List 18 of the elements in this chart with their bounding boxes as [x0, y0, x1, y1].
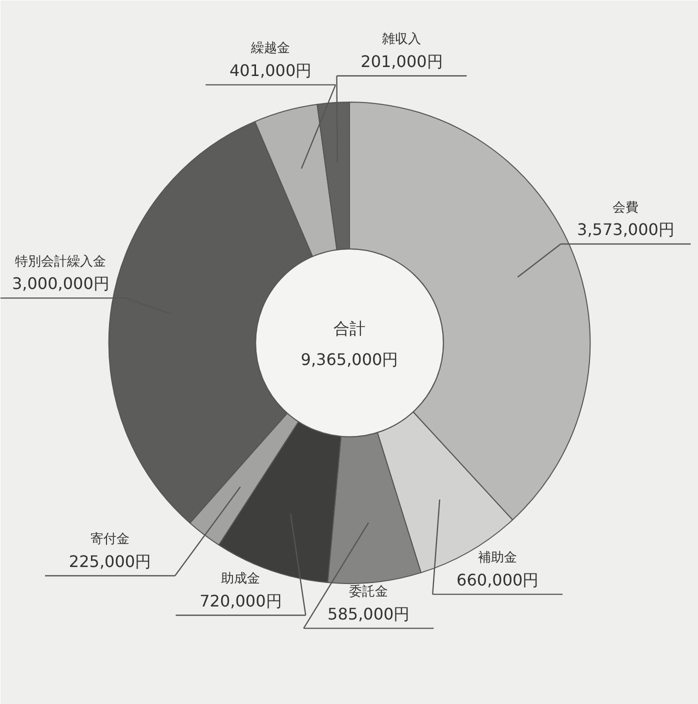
slice-label: 委託金	[349, 584, 388, 600]
data-label: 585,000円	[328, 604, 410, 624]
data-label: 660,000円	[456, 570, 539, 590]
data-label: 720,000円	[200, 591, 282, 610]
slice-label: 助成金	[221, 572, 260, 587]
slice-label: 会費	[612, 200, 639, 216]
data-label: 225,000円	[68, 552, 152, 571]
data-label: 401,000円	[230, 60, 312, 80]
slice-label: 補助金	[478, 550, 518, 566]
data-label: 3,000,000円	[12, 274, 110, 294]
slice-label: 特別会計繰入金	[15, 254, 106, 270]
text: 合計	[334, 318, 366, 338]
slice-label: 繰越金	[250, 41, 290, 56]
slice-label: 雑収入	[382, 32, 422, 48]
data-label: 3,573,000円	[577, 220, 674, 240]
slice-label: 寄付金	[90, 531, 130, 548]
text: 9,365,000円	[300, 350, 398, 370]
data-label: 201,000円	[360, 52, 443, 71]
